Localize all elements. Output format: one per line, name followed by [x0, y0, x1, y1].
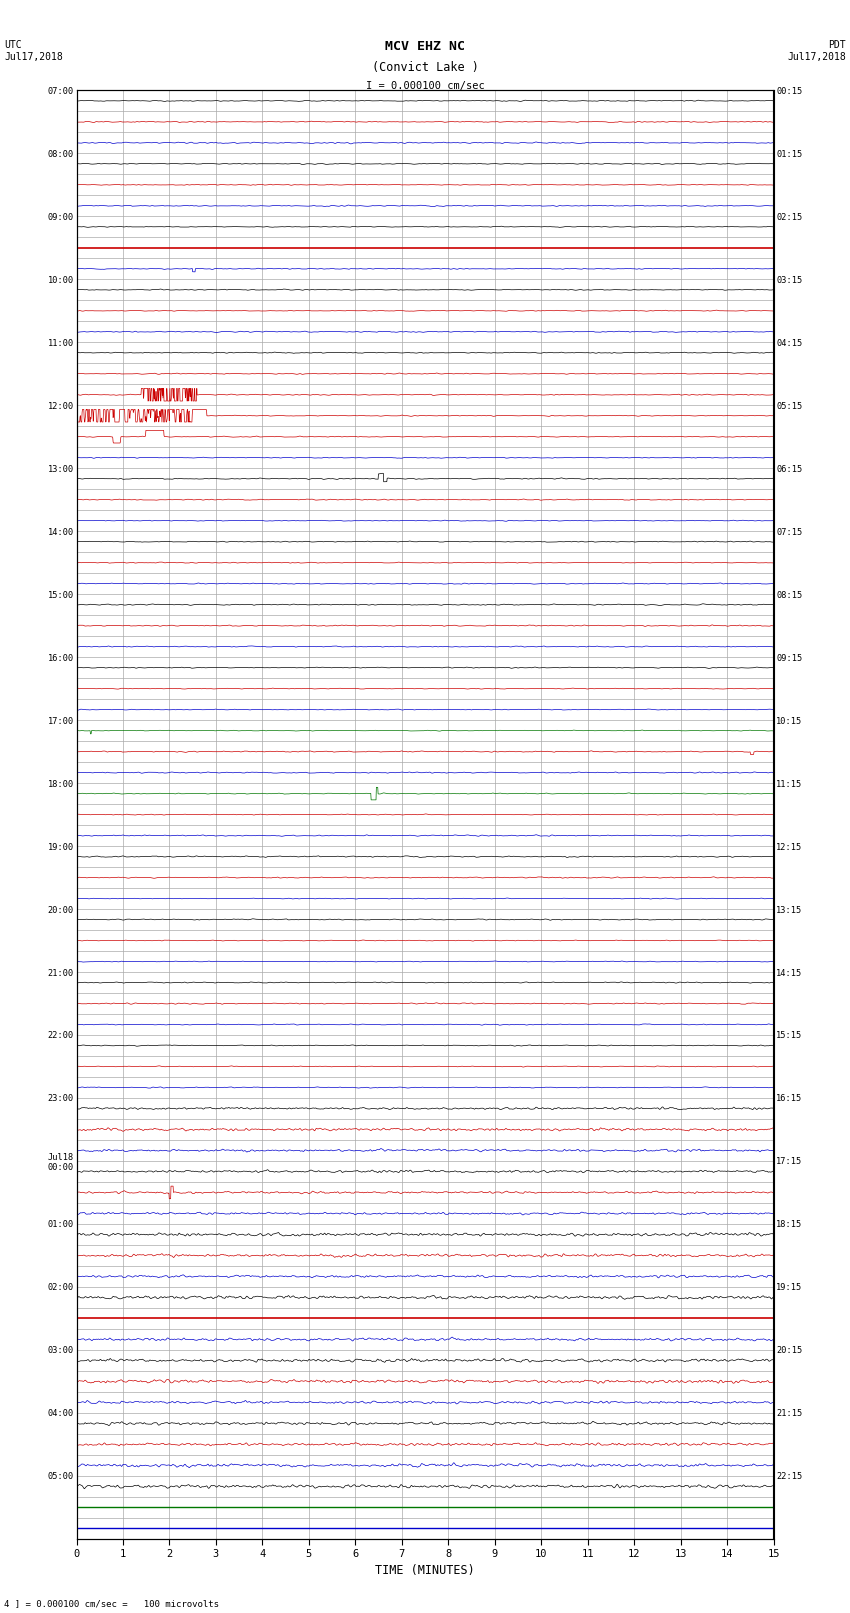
Text: UTC
Jul17,2018: UTC Jul17,2018: [4, 40, 63, 61]
Text: 4 ] = 0.000100 cm/sec =   100 microvolts: 4 ] = 0.000100 cm/sec = 100 microvolts: [4, 1598, 219, 1608]
X-axis label: TIME (MINUTES): TIME (MINUTES): [375, 1565, 475, 1578]
Text: MCV EHZ NC: MCV EHZ NC: [385, 40, 465, 53]
Text: (Convict Lake ): (Convict Lake ): [371, 61, 479, 74]
Text: PDT
Jul17,2018: PDT Jul17,2018: [787, 40, 846, 61]
Text: I = 0.000100 cm/sec: I = 0.000100 cm/sec: [366, 81, 484, 90]
